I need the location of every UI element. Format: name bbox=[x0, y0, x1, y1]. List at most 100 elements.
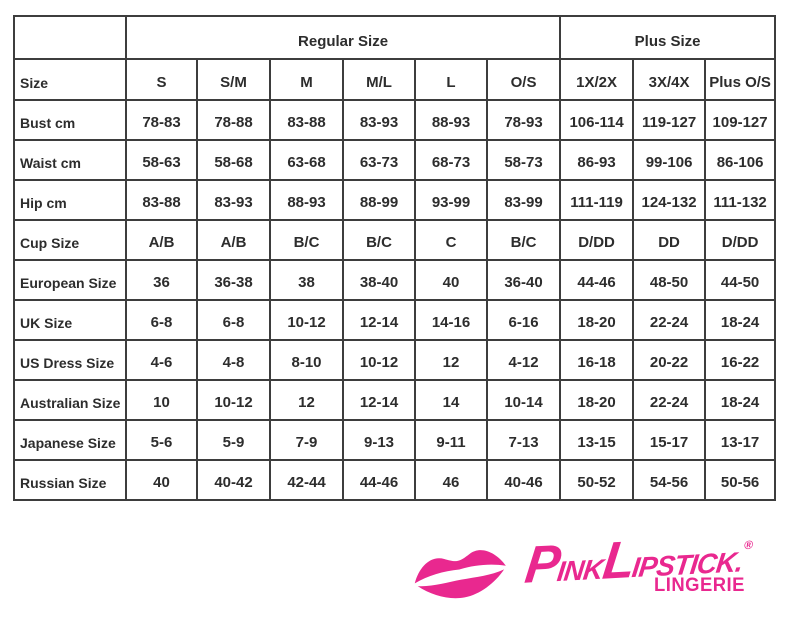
table-row: Hip cm 83-88 83-93 88-93 88-99 93-99 83-99 111-… bbox=[13, 179, 777, 221]
size-cell: 40 bbox=[414, 259, 488, 301]
table-row: Waist cm 58-63 58-68 63-68 63-73 68-73 58-73 86… bbox=[13, 139, 777, 181]
row-label: US Dress Size bbox=[13, 339, 127, 381]
size-cell: 15-17 bbox=[632, 419, 707, 461]
size-cell: 10-12 bbox=[342, 339, 416, 381]
size-cell: 12 bbox=[269, 379, 344, 421]
column-header-size: Size bbox=[13, 58, 127, 101]
size-cell: 63-73 bbox=[342, 139, 416, 181]
table-row: Bust cm 78-83 78-88 83-88 83-93 88-93 78-93 106… bbox=[13, 99, 777, 141]
size-cell: 10-12 bbox=[196, 379, 271, 421]
lips-kiss-icon bbox=[414, 550, 506, 599]
size-cell: 40-46 bbox=[485, 459, 562, 501]
table-row: Australian Size 10 10-12 12 12-14 14 10-14 18-2… bbox=[13, 379, 777, 421]
size-cell: D/DD bbox=[704, 219, 777, 261]
size-cell: 78-83 bbox=[125, 99, 198, 141]
size-cell: 106-114 bbox=[559, 99, 635, 141]
size-cell: 12-14 bbox=[342, 299, 416, 341]
size-cell: 86-93 bbox=[559, 139, 635, 181]
size-cell: 18-24 bbox=[704, 379, 777, 421]
size-cell: 6-16 bbox=[485, 299, 562, 341]
size-cell: 44-50 bbox=[704, 259, 777, 301]
size-cell: 44-46 bbox=[342, 459, 416, 501]
size-cell: 18-20 bbox=[559, 299, 635, 341]
size-cell: 58-73 bbox=[485, 139, 562, 181]
size-cell: 54-56 bbox=[632, 459, 707, 501]
table-row: Cup Size A/B A/B B/C B/C C B/C D/DD DD D/DD bbox=[13, 219, 777, 261]
size-cell: 36-38 bbox=[196, 259, 271, 301]
row-label: Russian Size bbox=[13, 459, 127, 501]
size-cell: 88-99 bbox=[342, 179, 416, 221]
row-label: Japanese Size bbox=[13, 419, 127, 461]
size-cell: 50-56 bbox=[704, 459, 777, 501]
size-cell: B/C bbox=[485, 219, 562, 261]
row-label: Hip cm bbox=[13, 179, 127, 221]
column-header: M/L bbox=[342, 58, 416, 101]
row-label: UK Size bbox=[13, 299, 127, 341]
column-header: L bbox=[414, 58, 488, 101]
column-header: 3X/4X bbox=[632, 58, 707, 101]
size-cell: 119-127 bbox=[632, 99, 707, 141]
size-cell: 22-24 bbox=[632, 299, 707, 341]
size-cell: 40-42 bbox=[196, 459, 271, 501]
size-cell: B/C bbox=[342, 219, 416, 261]
size-cell: 68-73 bbox=[414, 139, 488, 181]
brand-subtitle: LINGERIE bbox=[654, 575, 745, 596]
size-cell: 10 bbox=[125, 379, 198, 421]
size-cell: 12-14 bbox=[342, 379, 416, 421]
group-header-regular-size: Regular Size bbox=[124, 15, 562, 60]
size-cell: 58-68 bbox=[196, 139, 271, 181]
column-header: M bbox=[269, 58, 344, 101]
size-cell: 14 bbox=[414, 379, 488, 421]
row-label: Bust cm bbox=[13, 99, 127, 141]
size-cell: 83-99 bbox=[485, 179, 562, 221]
column-header: S bbox=[125, 58, 198, 101]
table-row: UK Size 6-8 6-8 10-12 12-14 14-16 6-16 18-20 22-… bbox=[13, 299, 777, 341]
size-cell: 6-8 bbox=[125, 299, 198, 341]
group-header-plus-size: Plus Size bbox=[559, 15, 777, 60]
registered-trademark: ® bbox=[743, 537, 755, 553]
column-header: Plus O/S bbox=[704, 58, 777, 101]
size-cell: 42-44 bbox=[269, 459, 344, 501]
size-cell: 88-93 bbox=[414, 99, 488, 141]
size-cell: 36-40 bbox=[485, 259, 562, 301]
column-header: 1X/2X bbox=[559, 58, 635, 101]
size-cell: 8-10 bbox=[269, 339, 344, 381]
row-label: Cup Size bbox=[13, 219, 127, 261]
size-cell: 14-16 bbox=[414, 299, 488, 341]
size-cell: 50-52 bbox=[559, 459, 635, 501]
group-header-row: Regular Size Plus Size bbox=[13, 15, 777, 60]
size-cell: 38 bbox=[269, 259, 344, 301]
size-cell: 12 bbox=[414, 339, 488, 381]
size-cell: 124-132 bbox=[632, 179, 707, 221]
row-label: Waist cm bbox=[13, 139, 127, 181]
size-cell: 10-12 bbox=[269, 299, 344, 341]
table-row: Russian Size 40 40-42 42-44 44-46 46 40-46 50-5… bbox=[13, 459, 777, 501]
size-cell: 83-93 bbox=[196, 179, 271, 221]
size-chart-table: Regular Size Plus Size Size S S/M M M/L L O/S 1… bbox=[13, 15, 777, 501]
size-cell: 4-8 bbox=[196, 339, 271, 381]
size-cell: 88-93 bbox=[269, 179, 344, 221]
size-cell: 111-119 bbox=[559, 179, 635, 221]
size-cell: 18-20 bbox=[559, 379, 635, 421]
size-cell: 83-88 bbox=[125, 179, 198, 221]
size-cell: A/B bbox=[196, 219, 271, 261]
brand-logo: PINKLIPSTICK.® LINGERIE bbox=[402, 523, 784, 618]
size-cell: 36 bbox=[125, 259, 198, 301]
size-cell: 9-13 bbox=[342, 419, 416, 461]
size-cell: 99-106 bbox=[632, 139, 707, 181]
size-cell: 46 bbox=[414, 459, 488, 501]
size-cell: C bbox=[414, 219, 488, 261]
column-header: O/S bbox=[485, 58, 562, 101]
size-cell: 78-93 bbox=[485, 99, 562, 141]
size-cell: 16-18 bbox=[559, 339, 635, 381]
column-header-row: Size S S/M M M/L L O/S 1X/2X 3X/4X Plus O/S bbox=[13, 58, 777, 101]
size-cell: 93-99 bbox=[414, 179, 488, 221]
row-label: European Size bbox=[13, 259, 127, 301]
size-cell: D/DD bbox=[559, 219, 635, 261]
size-cell: 58-63 bbox=[125, 139, 198, 181]
size-cell: 10-14 bbox=[485, 379, 562, 421]
table-row: Japanese Size 5-6 5-9 7-9 9-13 9-11 7-13 13-15 1… bbox=[13, 419, 777, 461]
corner-cell bbox=[13, 15, 127, 60]
size-cell: 38-40 bbox=[342, 259, 416, 301]
size-cell: 83-88 bbox=[269, 99, 344, 141]
